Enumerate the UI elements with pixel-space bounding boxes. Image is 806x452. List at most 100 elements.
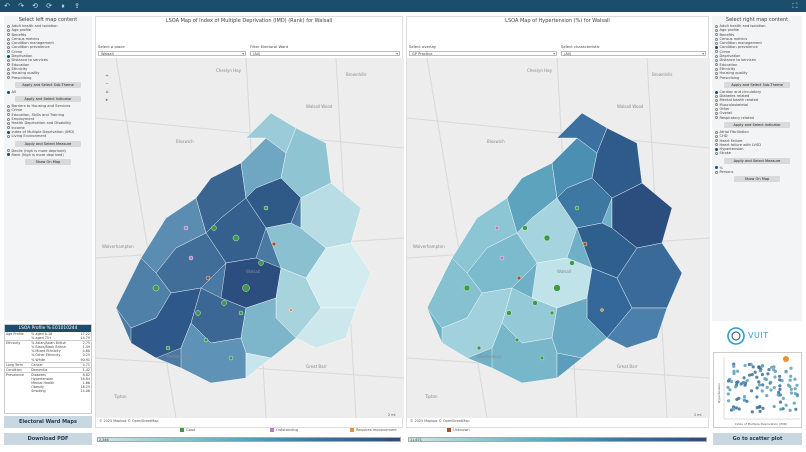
radio-button[interactable]	[715, 50, 718, 54]
overlay-select[interactable]: GP Practice ▾	[409, 51, 557, 56]
radio-button[interactable]	[715, 71, 718, 75]
download-pdf-button[interactable]: Download PDF	[4, 433, 92, 445]
radio-option[interactable]: Heart Failure	[712, 139, 802, 143]
ward-filter-select[interactable]: (All) ▾	[250, 51, 400, 56]
radio-option[interactable]: Cardiac and circulatory	[712, 90, 802, 94]
left-apply-subtheme-button[interactable]: Apply and Select Sub-Theme	[15, 81, 81, 88]
radio-button[interactable]	[715, 90, 718, 94]
radio-button[interactable]	[715, 134, 718, 138]
radio-option[interactable]: %	[712, 166, 802, 170]
radio-button[interactable]	[715, 152, 718, 156]
place-select[interactable]: Walsall ▾	[98, 51, 246, 56]
go-to-scatter-plot-button[interactable]: Go to scatter plot	[713, 433, 802, 445]
radio-option[interactable]: Deprivation	[712, 54, 802, 58]
left-apply-measure-button[interactable]: Apply and Select Measure	[15, 140, 81, 147]
radio-button[interactable]	[715, 67, 718, 71]
radio-button[interactable]	[7, 41, 10, 45]
radio-button[interactable]	[715, 37, 718, 41]
radio-option[interactable]: Deprivation	[4, 54, 92, 58]
radio-button[interactable]	[7, 24, 10, 28]
radio-button[interactable]	[715, 59, 718, 63]
radio-option[interactable]: Barriers to Housing and Services	[4, 104, 92, 108]
radio-option[interactable]: Prescribing	[712, 76, 802, 80]
electoral-ward-maps-button[interactable]: Electoral Ward Maps	[4, 416, 92, 428]
radio-option[interactable]: Heart failure with LVSD	[712, 143, 802, 147]
radio-option[interactable]: Stroke	[712, 151, 802, 155]
radio-button[interactable]	[715, 28, 718, 32]
radio-button[interactable]	[7, 59, 10, 63]
radio-option[interactable]: Atrial Fibrillation	[712, 130, 802, 134]
radio-button[interactable]	[7, 90, 10, 94]
radio-button[interactable]	[715, 24, 718, 28]
radio-option[interactable]: Other	[712, 107, 802, 111]
radio-button[interactable]	[715, 103, 718, 107]
radio-button[interactable]	[715, 33, 718, 37]
radio-option[interactable]: Education, Skills and Training	[4, 113, 92, 117]
right-show-on-map-button[interactable]: Show On Map	[734, 176, 780, 183]
radio-button[interactable]	[7, 134, 10, 138]
radio-option[interactable]: Prescribing	[4, 76, 92, 80]
refresh-icon[interactable]: ⟳	[46, 2, 52, 10]
radio-button[interactable]	[715, 111, 718, 115]
radio-option[interactable]: Distance to services	[712, 58, 802, 62]
right-apply-indicator-button[interactable]: Apply and Select Indicator	[724, 121, 790, 128]
radio-option[interactable]: Housing quality	[4, 71, 92, 75]
left-map-canvas[interactable]: Cheslyn Hay Brownhills Walsall Wood Blox…	[96, 58, 404, 418]
radio-option[interactable]: Living Environment	[4, 134, 92, 138]
radio-option[interactable]: Ethnicity	[712, 67, 802, 71]
radio-option[interactable]: Respiratory related	[712, 116, 802, 120]
radio-option[interactable]: Diabetes related	[712, 94, 802, 98]
radio-option[interactable]: Crime	[4, 50, 92, 54]
radio-option[interactable]: Condition prevalence	[712, 45, 802, 49]
radio-option[interactable]: Education	[712, 63, 802, 67]
radio-option[interactable]: Income	[4, 126, 92, 130]
right-apply-measure-button[interactable]: Apply and Select Measure	[724, 157, 790, 164]
radio-option[interactable]: Age profile	[4, 28, 92, 32]
radio-option[interactable]: Education	[4, 63, 92, 67]
radio-button[interactable]	[715, 46, 718, 50]
mini-scatter-plot[interactable]: Hypertension Index of Multiple Deprivati…	[714, 353, 803, 429]
radio-option[interactable]: Crime	[712, 50, 802, 54]
radio-option[interactable]: Condition management	[712, 41, 802, 45]
radio-button[interactable]	[715, 76, 718, 80]
radio-option[interactable]: Census metrics	[4, 37, 92, 41]
radio-button[interactable]	[7, 117, 10, 121]
radio-button[interactable]	[7, 67, 10, 71]
radio-button[interactable]	[7, 109, 10, 113]
radio-button[interactable]	[7, 46, 10, 50]
radio-button[interactable]	[7, 76, 10, 80]
radio-button[interactable]	[7, 28, 10, 32]
zoom-out-icon[interactable]: −	[105, 82, 109, 87]
radio-option[interactable]: Benefits	[712, 33, 802, 37]
radio-button[interactable]	[715, 63, 718, 67]
radio-option[interactable]: Decile (high is more deprived)	[4, 149, 92, 153]
characteristic-select[interactable]: (All) ▾	[561, 51, 706, 56]
radio-button[interactable]	[7, 33, 10, 37]
play-icon[interactable]: ▸	[105, 98, 109, 103]
radio-button[interactable]	[715, 116, 718, 120]
right-apply-subtheme-button[interactable]: Apply and Select Sub-Theme	[724, 81, 790, 88]
radio-button[interactable]	[7, 71, 10, 75]
radio-option[interactable]: Health Deprivation and Disability	[4, 121, 92, 125]
radio-option[interactable]: Hypertension	[712, 147, 802, 151]
radio-option[interactable]: Housing quality	[712, 71, 802, 75]
radio-option[interactable]: Adult health and isolation	[712, 24, 802, 28]
radio-button[interactable]	[7, 126, 10, 130]
radio-option[interactable]: Rank (high is more deprived)	[4, 153, 92, 157]
radio-button[interactable]	[7, 37, 10, 41]
radio-option[interactable]: All	[4, 90, 92, 94]
radio-option[interactable]: Mental health related	[712, 98, 802, 102]
radio-button[interactable]	[715, 147, 718, 151]
home-icon[interactable]: ⌂	[105, 90, 109, 95]
radio-button[interactable]	[7, 50, 10, 54]
radio-button[interactable]	[7, 104, 10, 108]
radio-button[interactable]	[715, 107, 718, 111]
right-map-canvas[interactable]: Cheslyn Hay Brownhills Walsall Wood Blox…	[407, 58, 710, 418]
radio-button[interactable]	[7, 130, 10, 134]
radio-button[interactable]	[715, 94, 718, 98]
pause-icon[interactable]: ⏸	[61, 2, 65, 10]
zoom-in-icon[interactable]: +	[105, 74, 109, 79]
radio-option[interactable]: Ethnicity	[4, 67, 92, 71]
radio-option[interactable]: Musculoskeletal	[712, 103, 802, 107]
radio-button[interactable]	[715, 143, 718, 147]
